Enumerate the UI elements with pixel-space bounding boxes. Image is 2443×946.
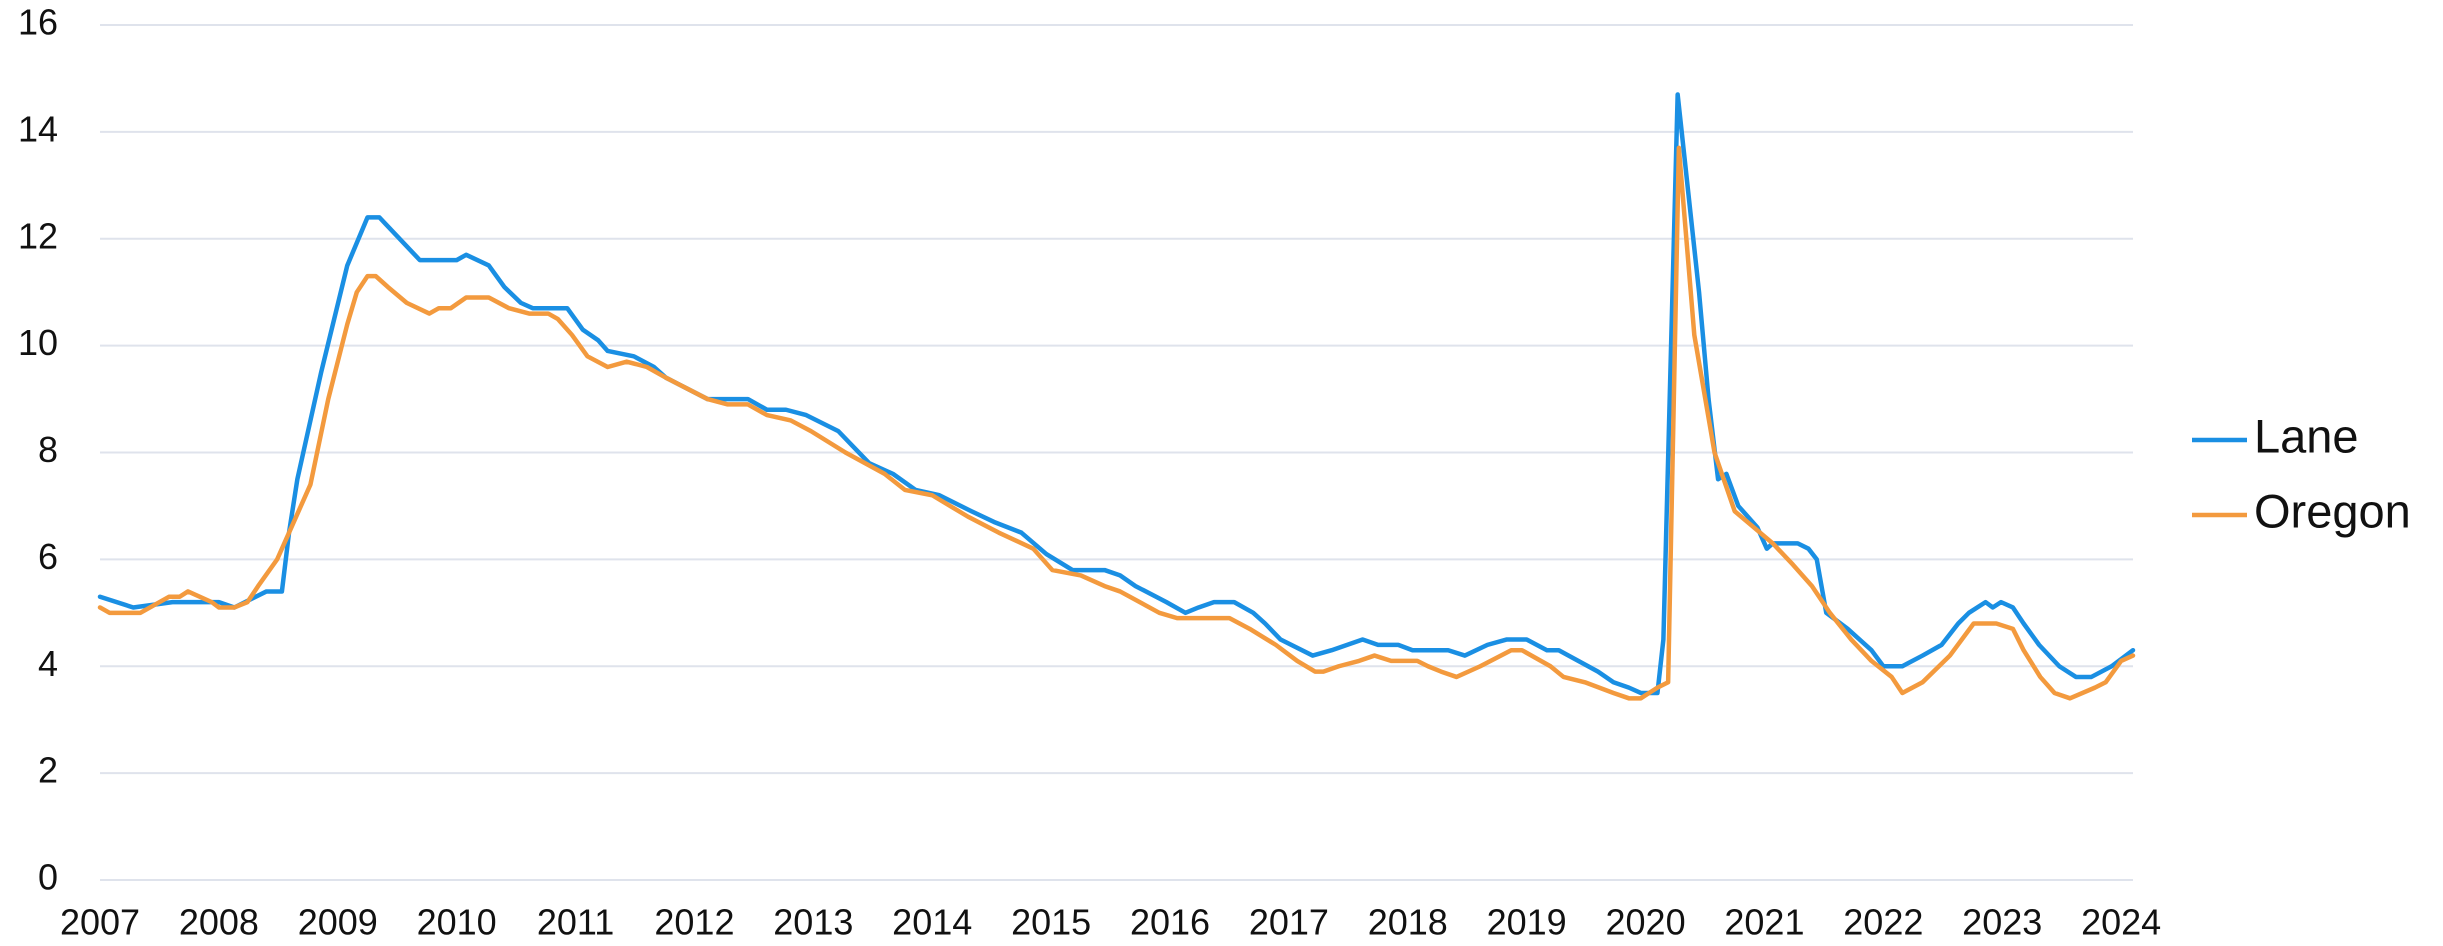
x-tick-label: 2021 [1724,902,1804,943]
x-tick-label: 2020 [1606,902,1686,943]
y-tick-label: 8 [38,429,58,470]
x-tick-label: 2011 [537,902,614,943]
x-tick-label: 2010 [417,902,497,943]
legend-label: Lane [2254,409,2359,462]
x-tick-label: 2013 [773,902,853,943]
y-tick-label: 16 [18,2,58,43]
x-tick-label: 2015 [1011,902,1091,943]
x-tick-label: 2017 [1249,902,1329,943]
x-tick-label: 2012 [654,902,734,943]
y-tick-label: 12 [18,215,58,256]
x-tick-label: 2022 [1843,902,1923,943]
line-series [97,92,2136,696]
x-tick-label: 2023 [1962,902,2042,943]
x-tick-label: 2007 [60,902,140,943]
x-tick-label: 2018 [1368,902,1448,943]
x-tick-label: 2019 [1487,902,1567,943]
x-tick-label: 2009 [298,902,378,943]
y-tick-label: 4 [38,643,58,684]
y-tick-label: 10 [18,322,58,363]
legend-label: Oregon [2254,484,2411,537]
line-series [97,145,2136,701]
y-tick-label: 6 [38,536,58,577]
x-tick-label: 2008 [179,902,259,943]
y-tick-label: 14 [18,108,58,149]
y-tick-label: 2 [38,750,58,791]
y-tick-label: 0 [38,857,58,898]
x-tick-label: 2016 [1130,902,1210,943]
x-tick-label: 2024 [2081,902,2161,943]
x-tick-label: 2014 [892,902,972,943]
